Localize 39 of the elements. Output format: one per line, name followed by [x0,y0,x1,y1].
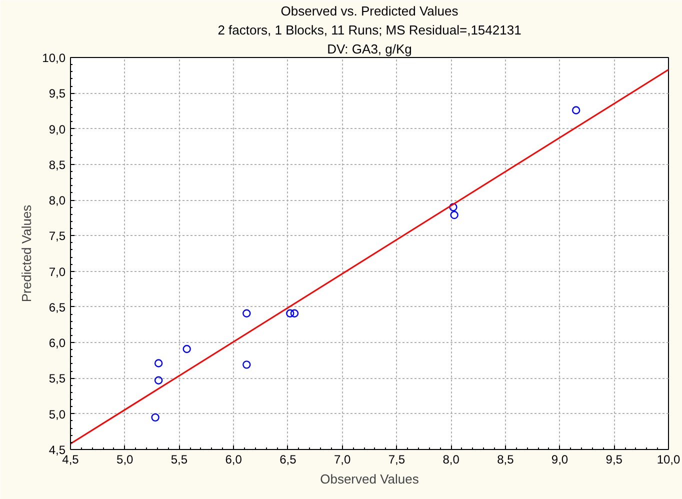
y-tick-label: 6,5 [48,300,66,314]
x-tick-label: 5,0 [116,452,134,466]
y-tick-label: 10,0 [42,51,66,65]
point [286,309,294,318]
y-tick-label: 8,5 [48,158,66,172]
x-tick-label: 8,5 [497,452,514,466]
point [151,413,160,422]
text: DV: GA3, g/Kg [327,42,412,56]
y-tick-label: 7,5 [48,229,66,244]
y-tick-label: 6,0 [48,336,66,350]
chart-subtitle: 2 factors, 1 Blocks, 11 Runs; MS Residual=,1542131 [218,22,522,38]
y-tick-label: 5,5 [48,372,66,386]
point [242,309,251,318]
point [450,210,458,220]
point [572,106,580,114]
point [154,359,163,368]
x-tick-label: 9,0 [551,452,568,466]
y-tick-label: 4,5 [48,443,66,457]
point [290,309,299,318]
x-tick-label: 5,5 [170,452,188,466]
x-axis-title: Observed Values [320,472,420,486]
x-tick-label: 9,5 [606,452,623,466]
point [154,376,163,384]
x-tick-label: 8,0 [442,452,460,466]
y-tick-label: 8,0 [48,194,66,208]
y-tick-label: 9,5 [48,86,66,101]
x-tick-label: 6,5 [280,452,297,466]
x-tick-label: 7,0 [334,452,351,466]
y-tick-label: 9,0 [48,122,66,136]
y-tick-label: 5,0 [48,407,66,422]
x-tick-label: 10,0 [656,452,681,466]
point [182,344,191,354]
point [242,360,251,369]
x-tick-label: 6,0 [225,452,242,466]
point [449,203,458,212]
x-tick-label: 7,5 [388,452,406,466]
y-tick-label: 7,0 [48,264,66,279]
chart-title: Observed vs. Predicted Values [280,4,459,18]
y-axis-title: Predicted Values [19,204,34,302]
